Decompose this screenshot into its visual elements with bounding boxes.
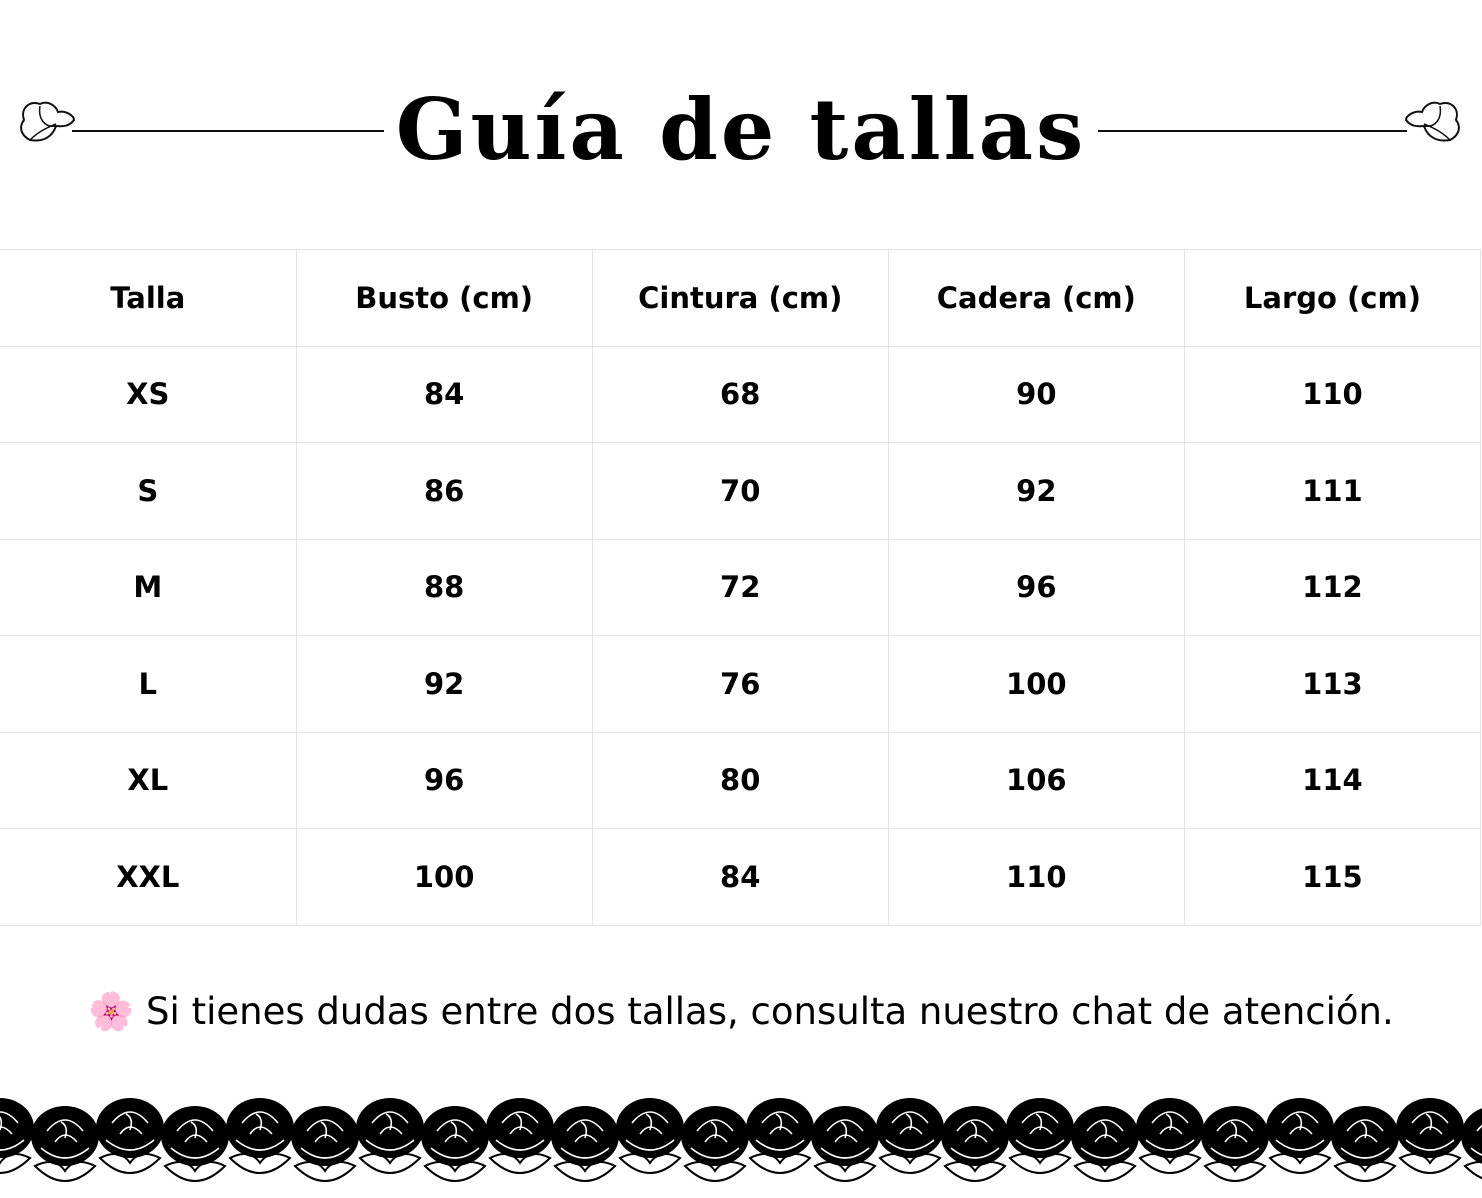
table-cell: 92 (887, 442, 1185, 540)
table-cell: 111 (1183, 442, 1482, 540)
rose-shape (1015, 1111, 1065, 1151)
rose-shape (1080, 1119, 1130, 1159)
table-cell: 76 (591, 635, 889, 733)
rose-shape (755, 1111, 805, 1151)
table-row: XL 96 80 106 114 (0, 731, 1482, 829)
size-table: Talla Busto (cm) Cintura (cm) Cadera (cm… (0, 249, 1482, 926)
rose-shape (1275, 1111, 1325, 1151)
rose-shape (885, 1111, 935, 1151)
table-cell: M (0, 538, 297, 636)
table-cell: 113 (1183, 635, 1482, 733)
flower-bud-right-icon (1404, 101, 1460, 142)
table-cell: 96 (887, 538, 1185, 636)
rose-shape (105, 1111, 155, 1151)
table-cell: L (0, 635, 297, 733)
header-largo: Largo (cm) (1183, 249, 1482, 347)
table-row: XS 84 68 90 110 (0, 345, 1482, 443)
cherry-blossom-icon: 🌸 (88, 990, 135, 1033)
rose-shape (430, 1119, 480, 1159)
table-cell: 110 (887, 828, 1185, 926)
table-cell: 70 (591, 442, 889, 540)
rose-shape (820, 1119, 870, 1159)
table-cell: 80 (591, 731, 889, 829)
header-cadera: Cadera (cm) (887, 249, 1185, 347)
page-title-text: Guía de tallas (383, 80, 1099, 179)
rose-shape (560, 1119, 610, 1159)
rose-border-decoration (0, 1098, 1482, 1182)
table-cell: 100 (295, 828, 593, 926)
rose-shape (1461, 1108, 1482, 1164)
table-cell: S (0, 442, 297, 540)
table-cell: 110 (1183, 345, 1482, 443)
rose-shape (690, 1119, 740, 1159)
rose-shape (1340, 1119, 1390, 1159)
rose-shape (1210, 1119, 1260, 1159)
table-cell: 88 (295, 538, 593, 636)
table-cell: 90 (887, 345, 1185, 443)
table-cell: 92 (295, 635, 593, 733)
table-cell: XXL (0, 828, 297, 926)
rose-shape (1405, 1111, 1455, 1151)
rose-shape (1463, 1161, 1482, 1180)
note-text: Si tienes dudas entre dos tallas, consul… (146, 990, 1394, 1033)
table-cell: 84 (591, 828, 889, 926)
rose-shape (0, 1098, 34, 1158)
table-cell: 115 (1183, 828, 1482, 926)
rose-shape (625, 1111, 675, 1151)
table-cell: 100 (887, 635, 1185, 733)
title-divider-right (1052, 130, 1407, 132)
header-busto: Busto (cm) (295, 249, 593, 347)
table-row: S 86 70 92 111 (0, 442, 1482, 540)
rose-shape (300, 1119, 350, 1159)
table-cell: 68 (591, 345, 889, 443)
table-cell: 84 (295, 345, 593, 443)
rose-shape (365, 1111, 415, 1151)
title-divider-left (72, 130, 424, 132)
size-advice-note: 🌸 Si tienes dudas entre dos tallas, cons… (0, 985, 1482, 1039)
rose-shape (950, 1119, 1000, 1159)
table-cell: 72 (591, 538, 889, 636)
table-cell: XL (0, 731, 297, 829)
table-cell: XS (0, 345, 297, 443)
page-title: Guía de tallas (0, 70, 1482, 190)
flower-bud-left-icon (20, 101, 76, 142)
rose-shape (170, 1119, 220, 1159)
rose-shape (235, 1111, 285, 1151)
header-talla: Talla (0, 249, 297, 347)
table-cell: 114 (1183, 731, 1482, 829)
table-header-row: Talla Busto (cm) Cintura (cm) Cadera (cm… (0, 249, 1482, 347)
table-row: L 92 76 100 113 (0, 635, 1482, 733)
rose-shape (0, 1111, 25, 1151)
header-cintura: Cintura (cm) (591, 249, 889, 347)
table-cell: 106 (887, 731, 1185, 829)
table-cell: 96 (295, 731, 593, 829)
rose-shape (495, 1111, 545, 1151)
rose-shape (40, 1119, 90, 1159)
table-cell: 112 (1183, 538, 1482, 636)
table-row: M 88 72 96 112 (0, 538, 1482, 636)
table-cell: 86 (295, 442, 593, 540)
table-row: XXL 100 84 110 115 (0, 828, 1482, 926)
rose-shape (1145, 1111, 1195, 1151)
